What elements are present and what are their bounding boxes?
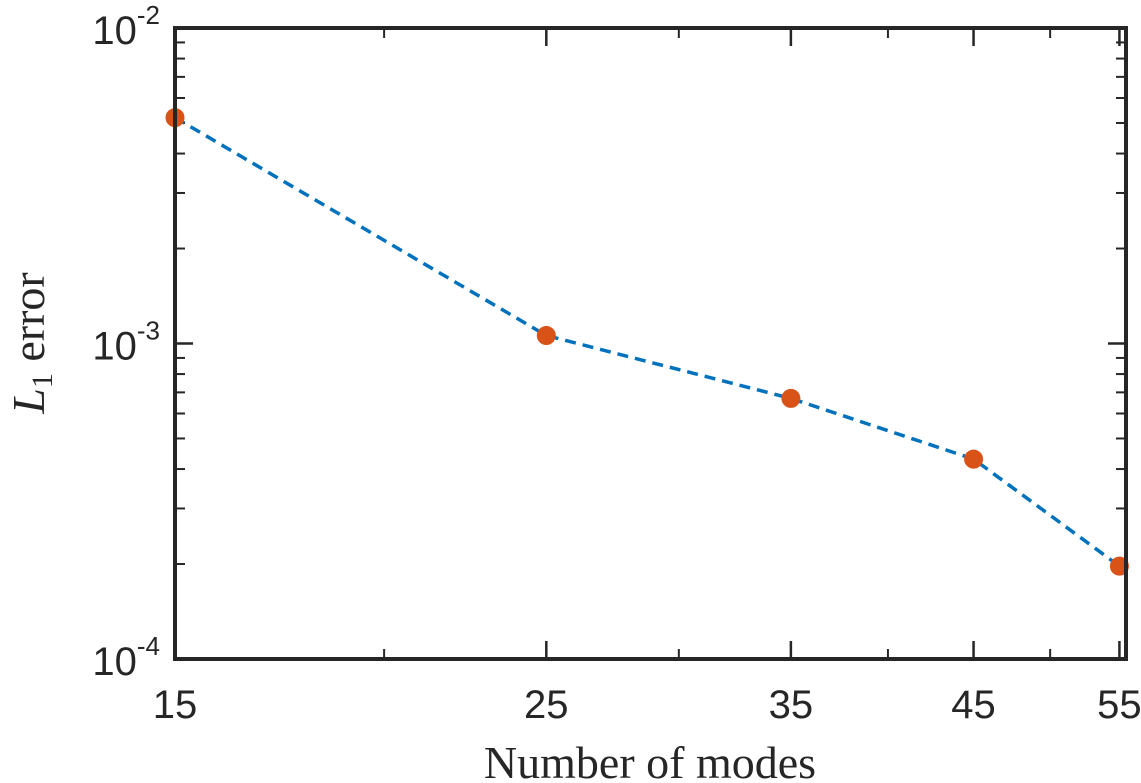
y-tick-label-base: 10 xyxy=(92,325,137,369)
data-point xyxy=(536,326,556,346)
data-point xyxy=(1109,556,1129,576)
y-axis-title-subscript: 1 xyxy=(26,373,59,388)
y-tick-label: 10-3 xyxy=(92,316,160,369)
y-tick-label: 10-2 xyxy=(92,0,160,53)
x-tick-label: 35 xyxy=(769,683,814,727)
x-tick-label: 25 xyxy=(524,683,569,727)
y-tick-label-exponent: -4 xyxy=(137,631,160,661)
data-point xyxy=(964,449,984,469)
y-tick-label-exponent: -3 xyxy=(137,316,160,346)
svg-text:L1 error: L1 error xyxy=(3,272,59,414)
y-tick-label: 10-4 xyxy=(92,631,160,684)
y-tick-label-exponent: -2 xyxy=(137,0,160,30)
x-axis-title: Number of modes xyxy=(484,737,816,783)
major-ticks xyxy=(173,26,1126,661)
minor-ticks xyxy=(175,28,1126,659)
y-axis-title-rest: error xyxy=(3,272,54,373)
plot-area-frame xyxy=(173,26,1128,661)
data-point xyxy=(781,388,801,408)
series-layer xyxy=(165,108,1129,576)
y-tick-label-base: 10 xyxy=(92,9,137,53)
y-tick-label-base: 10 xyxy=(92,640,137,684)
x-tick-label: 15 xyxy=(153,683,198,727)
y-axis-title-base: L xyxy=(3,388,54,415)
y-axis-title: L1 error xyxy=(3,272,59,414)
series-line xyxy=(174,116,1121,568)
x-tick-label: 45 xyxy=(951,683,996,727)
x-tick-label: 55 xyxy=(1097,683,1141,727)
